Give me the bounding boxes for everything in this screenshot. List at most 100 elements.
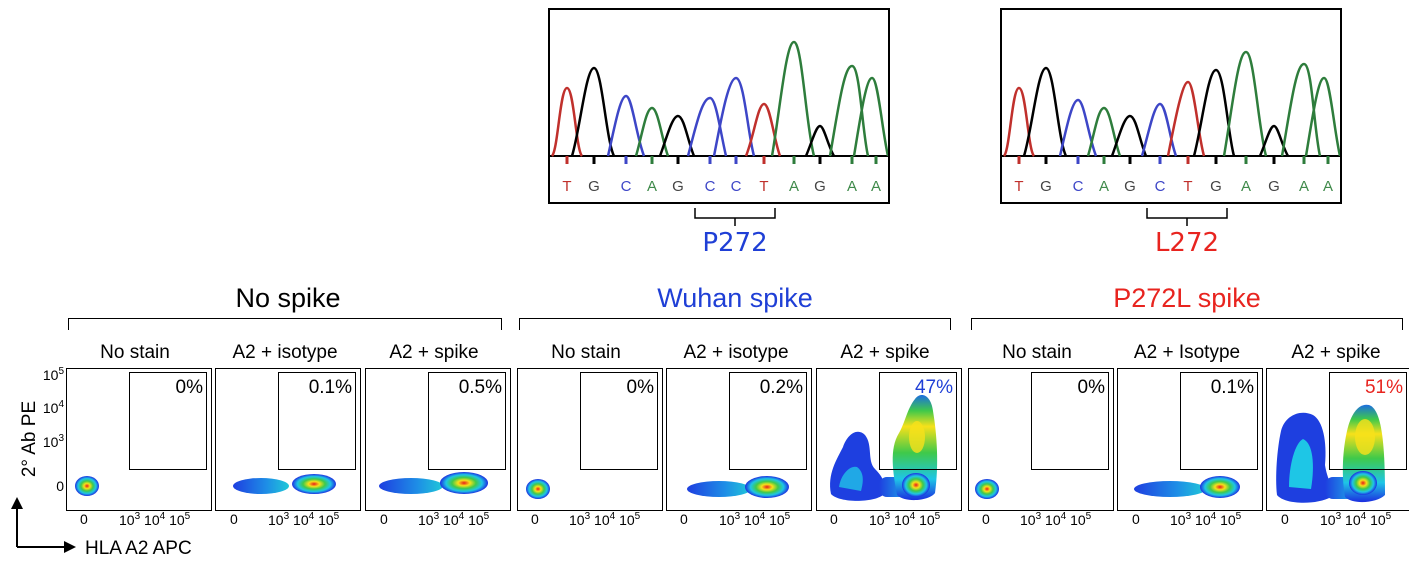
tick-exponent: 5 bbox=[58, 366, 64, 377]
gate-percent: 0% bbox=[1077, 377, 1105, 398]
tick-base: 10 bbox=[594, 512, 610, 528]
panel-title: A2 + spike bbox=[389, 342, 479, 363]
gate-box bbox=[1031, 372, 1109, 470]
tick-base: 10 bbox=[869, 512, 885, 528]
panel-title: No stain bbox=[100, 342, 170, 363]
tick-exponent: 4 bbox=[1360, 511, 1367, 522]
gate-percent: 0.2% bbox=[759, 377, 803, 398]
y-tick-1e5: 105 bbox=[34, 366, 64, 383]
tick-base: 10 bbox=[619, 512, 635, 528]
variant-label-wuhan: P272 bbox=[702, 228, 768, 258]
group-bracket bbox=[971, 318, 1403, 330]
base-call: G bbox=[1210, 178, 1222, 195]
tick-exponent: 5 bbox=[784, 511, 791, 522]
density-plot bbox=[1276, 404, 1385, 503]
y-tick-zero: 0 bbox=[56, 478, 64, 494]
tick-base: 10 bbox=[769, 512, 785, 528]
tick-base: 10 bbox=[443, 512, 459, 528]
base-call: T bbox=[759, 178, 769, 195]
tick-base: 10 bbox=[169, 512, 185, 528]
tick-base: 10 bbox=[1320, 512, 1336, 528]
base-call: A bbox=[646, 178, 657, 195]
base-call: A bbox=[846, 178, 857, 195]
group-title-p272l-spike: P272L spike bbox=[1113, 283, 1261, 313]
y-tick-1e3: 103 bbox=[34, 433, 64, 450]
gate-box bbox=[580, 372, 658, 470]
x-tick-zero: 0 bbox=[230, 511, 238, 527]
gate-percent: 0.5% bbox=[458, 377, 502, 398]
tick-base: 10 bbox=[144, 512, 160, 528]
panel-title: A2 + spike bbox=[840, 342, 930, 363]
gate-box bbox=[278, 372, 356, 470]
group-bracket bbox=[519, 318, 951, 330]
x-tick-group: 103 104 105 bbox=[1170, 511, 1241, 528]
flow-panel-wuhan-isotype: 0.2% bbox=[666, 368, 812, 511]
panel-title: A2 + isotype bbox=[232, 342, 338, 363]
tick-base: 10 bbox=[418, 512, 434, 528]
tick-exponent: 5 bbox=[184, 511, 191, 522]
chromatogram-trace-mutant bbox=[1002, 50, 1340, 164]
x-tick-group: 103 104 105 bbox=[1320, 511, 1391, 528]
panel-title: A2 + isotype bbox=[683, 342, 789, 363]
x-axis-label: HLA A2 APC bbox=[85, 538, 192, 559]
x-tick-zero: 0 bbox=[830, 511, 838, 527]
panel-title: A2 + spike bbox=[1291, 342, 1381, 363]
tick-exponent: 3 bbox=[734, 511, 741, 522]
flow-panel-p272l-isotype: 0.1% bbox=[1117, 368, 1263, 511]
x-tick-group: 103 104 105 bbox=[119, 511, 190, 528]
tick-exponent: 4 bbox=[58, 399, 64, 410]
gate-percent: 0% bbox=[626, 377, 654, 398]
tick-exponent: 3 bbox=[283, 511, 290, 522]
gate-percent: 47% bbox=[914, 377, 953, 398]
gate-box bbox=[1180, 372, 1258, 470]
tick-exponent: 3 bbox=[584, 511, 591, 522]
density-plot bbox=[830, 395, 938, 501]
base-call: A bbox=[1098, 178, 1109, 195]
tick-exponent: 3 bbox=[134, 511, 141, 522]
density-plot bbox=[975, 479, 999, 499]
group-bracket bbox=[68, 318, 502, 330]
base-call: A bbox=[788, 178, 799, 195]
tick-exponent: 3 bbox=[433, 511, 440, 522]
base-ticks bbox=[565, 156, 878, 164]
density-plot bbox=[379, 472, 488, 494]
tick-exponent: 4 bbox=[759, 511, 766, 522]
x-tick-zero: 0 bbox=[680, 511, 688, 527]
tick-base: 10 bbox=[1070, 512, 1086, 528]
chromatogram-trace-wuhan bbox=[550, 40, 888, 164]
x-tick-zero: 0 bbox=[531, 511, 539, 527]
x-tick-zero: 0 bbox=[1281, 511, 1289, 527]
gate-box bbox=[1329, 372, 1407, 470]
chromatogram-wuhan: T G C A G C C T A G A A bbox=[548, 8, 890, 204]
tick-exponent: 5 bbox=[934, 511, 941, 522]
group-title-no-spike: No spike bbox=[235, 283, 341, 313]
flow-panel-p272l-no-stain: 0% bbox=[968, 368, 1114, 511]
density-plot bbox=[687, 476, 789, 498]
tick-exponent: 5 bbox=[1235, 511, 1242, 522]
base-call: T bbox=[1183, 178, 1193, 195]
tick-base: 10 bbox=[42, 434, 59, 450]
base-call: T bbox=[1014, 178, 1024, 195]
x-tick-zero: 0 bbox=[1132, 511, 1140, 527]
density-plot bbox=[1134, 476, 1240, 498]
tick-base: 10 bbox=[1345, 512, 1361, 528]
tick-base: 10 bbox=[1020, 512, 1036, 528]
x-tick-group: 103 104 105 bbox=[719, 511, 790, 528]
tick-base: 10 bbox=[719, 512, 735, 528]
density-plot bbox=[75, 476, 99, 496]
tick-exponent: 4 bbox=[458, 511, 465, 522]
tick-exponent: 5 bbox=[333, 511, 340, 522]
tick-base: 10 bbox=[293, 512, 309, 528]
tick-exponent: 3 bbox=[884, 511, 891, 522]
tick-base: 10 bbox=[919, 512, 935, 528]
gate-box bbox=[428, 372, 506, 470]
density-plot bbox=[233, 474, 336, 494]
gate-percent: 0.1% bbox=[1210, 377, 1254, 398]
flow-panel-wuhan-spike: 47% bbox=[816, 368, 962, 511]
tick-base: 10 bbox=[1195, 512, 1211, 528]
codon-bracket-wuhan bbox=[694, 208, 776, 226]
tick-base: 10 bbox=[894, 512, 910, 528]
x-tick-group: 103 104 105 bbox=[418, 511, 489, 528]
tick-exponent: 4 bbox=[1060, 511, 1067, 522]
base-call: A bbox=[870, 178, 881, 195]
